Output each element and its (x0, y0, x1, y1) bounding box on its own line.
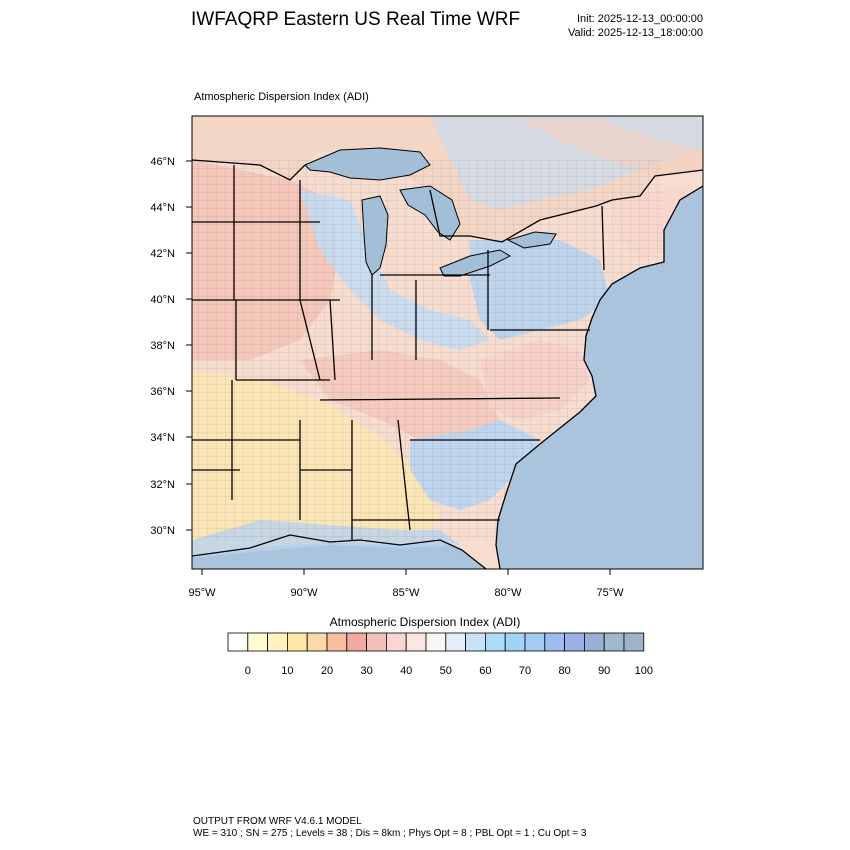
lat-label: 34°N (150, 432, 175, 444)
colorbar-tick-label: 20 (321, 665, 333, 677)
lat-label: 38°N (150, 340, 175, 352)
lake-huron (399, 185, 461, 241)
colorbar-swatch (366, 632, 387, 652)
lon-ticks (201, 569, 611, 575)
colorbar-swatch (524, 632, 546, 652)
lake-ontario (506, 231, 557, 249)
colorbar-swatch (286, 632, 308, 652)
colorbar-swatch (504, 632, 526, 652)
plot-title: IWFAQRP Eastern US Real Time WRF (191, 9, 521, 30)
lat-label: 32°N (150, 479, 175, 491)
colorbar-swatch (247, 632, 269, 652)
lon-label: 95°W (188, 587, 216, 599)
state-boundaries (192, 159, 703, 569)
colorbar-swatch (445, 632, 466, 652)
map-title: Atmospheric Dispersion Index (ADI) (194, 91, 369, 103)
lon-label: 85°W (392, 587, 420, 599)
colorbar-swatch (385, 632, 407, 652)
colorbar-swatch (623, 632, 645, 652)
colorbar-swatch (326, 632, 348, 652)
colorbar-swatch (465, 632, 486, 652)
colorbar-swatch (584, 632, 605, 652)
colorbar-tick-label: 80 (558, 665, 570, 677)
lat-ticks (186, 160, 192, 531)
lat-label: 40°N (150, 294, 175, 306)
gulf-coast (192, 534, 487, 569)
colorbar-swatch (564, 632, 585, 652)
colorbar-swatch (306, 632, 328, 652)
colorbar-swatch (484, 632, 506, 652)
lon-labels: 95°W 90°W 85°W 80°W 75°W (188, 587, 624, 599)
colorbar-tick-label: 100 (635, 665, 653, 677)
canada-border (192, 159, 703, 243)
lon-label: 80°W (494, 587, 522, 599)
colorbar-tick-label: 90 (598, 665, 610, 677)
lat-label: 46°N (150, 156, 175, 168)
init-time: Init: 2025-12-13_00:00:00 (577, 13, 703, 25)
lake-superior (304, 147, 431, 181)
colorbar-labels: 0 10 20 30 40 50 60 70 80 90 100 (245, 665, 653, 677)
colorbar-tick-label: 30 (360, 665, 372, 677)
colorbar-tick-label: 0 (245, 665, 251, 677)
valid-time: Valid: 2025-12-13_18:00:00 (568, 27, 703, 39)
lat-label: 36°N (150, 386, 175, 398)
colorbar-tick-label: 50 (440, 665, 452, 677)
coastline (495, 185, 703, 569)
colorbar-tick-label: 60 (479, 665, 491, 677)
colorbar-swatch (405, 632, 427, 652)
county-lines (192, 160, 703, 569)
footer-model-line: OUTPUT FROM WRF V4.6.1 MODEL (193, 816, 362, 827)
lake-michigan (361, 195, 389, 276)
lon-label: 75°W (596, 587, 624, 599)
lat-labels: 46°N 44°N 42°N 40°N 38°N 36°N 34°N 32°N … (150, 156, 175, 537)
colorbar-tick-label: 40 (400, 665, 412, 677)
colorbar (227, 632, 645, 652)
colorbar-swatch (544, 632, 565, 652)
colorbar-tick-label: 70 (519, 665, 531, 677)
colorbar-title: Atmospheric Dispersion Index (ADI) (329, 615, 521, 629)
colorbar-swatch (346, 632, 367, 652)
colorbar-tick-label: 10 (281, 665, 293, 677)
great-lakes (304, 147, 557, 277)
lake-erie (439, 249, 512, 277)
colorbar-swatch (227, 632, 249, 652)
lat-label: 42°N (150, 248, 175, 260)
map-frame (191, 115, 704, 570)
colorbar-swatch (425, 632, 447, 652)
colorbar-swatch (267, 632, 288, 652)
lat-label: 30°N (150, 525, 175, 537)
state-lines-h (192, 221, 590, 521)
lon-label: 90°W (290, 587, 318, 599)
lat-label: 44°N (150, 202, 175, 214)
footer-config-line: WE = 310 ; SN = 275 ; Levels = 38 ; Dis … (193, 828, 587, 839)
colorbar-swatch (603, 632, 625, 652)
